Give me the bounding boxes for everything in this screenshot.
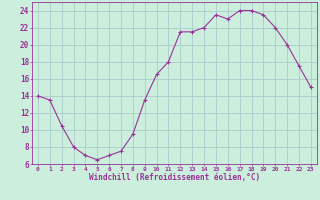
X-axis label: Windchill (Refroidissement éolien,°C): Windchill (Refroidissement éolien,°C)	[89, 173, 260, 182]
